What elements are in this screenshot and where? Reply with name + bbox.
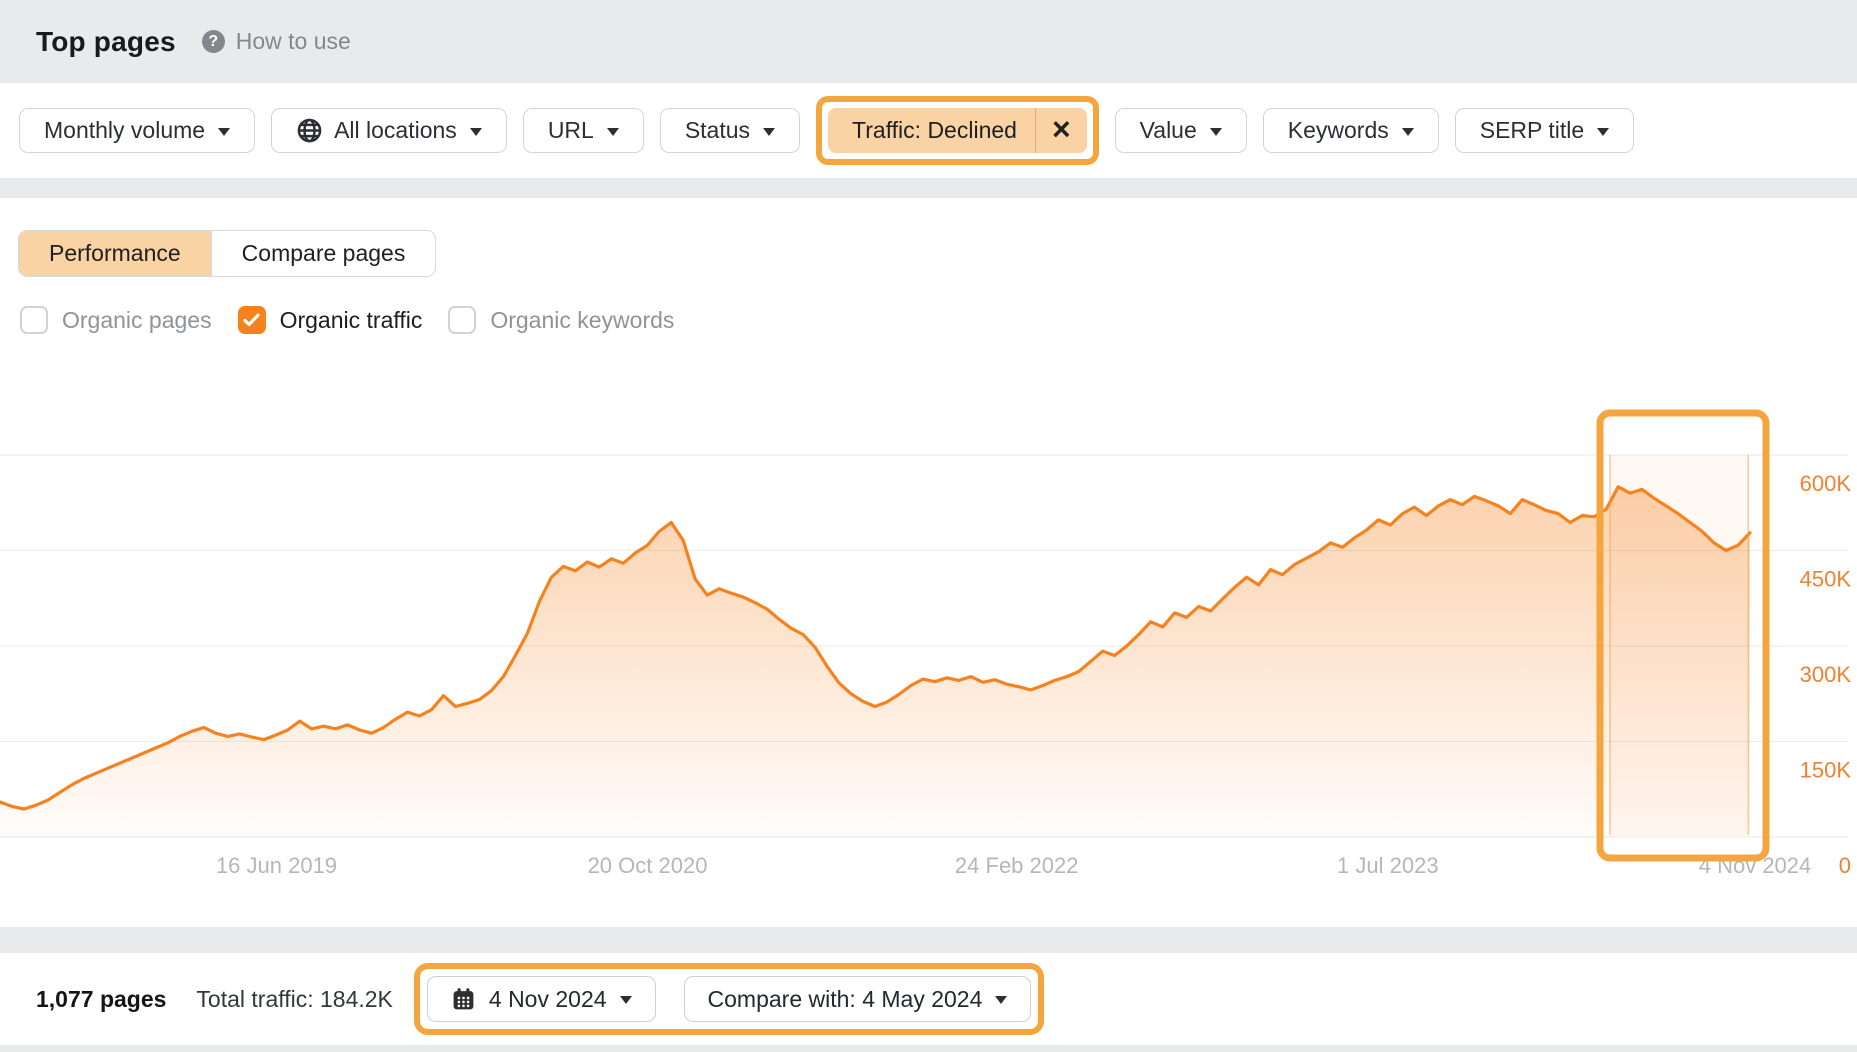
page-title: Top pages (36, 25, 176, 57)
filter-all-locations-label: All locations (334, 117, 457, 143)
filter-serp-title[interactable]: SERP title (1454, 108, 1635, 153)
svg-text:24 Feb 2022: 24 Feb 2022 (955, 853, 1079, 878)
checkbox-organic-pages-label: Organic pages (62, 306, 212, 333)
checkbox-organic-keywords[interactable]: Organic keywords (448, 306, 674, 334)
tab-compare-pages[interactable]: Compare pages (210, 231, 436, 276)
chevron-down-icon (1597, 127, 1610, 136)
how-to-use-link[interactable]: ? How to use (201, 28, 351, 55)
remove-filter-button[interactable]: × (1034, 108, 1087, 153)
filter-status[interactable]: Status (659, 108, 801, 153)
summary-footer: 1,077 pages Total traffic: 184.2K (0, 953, 1857, 1045)
chevron-down-icon (763, 127, 776, 136)
highlight-box-chart (1596, 409, 1770, 862)
svg-text:16 Jun 2019: 16 Jun 2019 (216, 853, 337, 878)
view-tabs: Performance Compare pages (18, 230, 437, 277)
date-picker-button[interactable]: 4 Nov 2024 (426, 976, 656, 1022)
filter-value-label: Value (1139, 117, 1197, 143)
filter-bar: Monthly volume All locations URL Status … (0, 83, 1857, 178)
chevron-down-icon (218, 127, 231, 136)
chart-selected-range-edges (1609, 455, 1750, 835)
filter-url-label: URL (547, 117, 594, 143)
pages-count: 1,077 pages (36, 985, 167, 1012)
filter-status-label: Status (684, 117, 751, 143)
svg-text:450K: 450K (1800, 567, 1852, 592)
svg-text:600K: 600K (1800, 471, 1852, 496)
filter-keywords-label: Keywords (1287, 117, 1389, 143)
section-divider (0, 927, 1857, 953)
filter-monthly-volume-label: Monthly volume (44, 117, 206, 143)
help-icon: ? (201, 30, 225, 53)
svg-text:20 Oct 2020: 20 Oct 2020 (588, 853, 708, 878)
total-traffic: Total traffic: 184.2K (196, 985, 393, 1012)
section-divider (0, 178, 1857, 198)
chevron-down-icon (995, 996, 1008, 1004)
chevron-down-icon (469, 127, 482, 136)
chevron-down-icon (1209, 127, 1222, 136)
checkbox-organic-keywords-label: Organic keywords (490, 306, 675, 333)
checkbox-icon (20, 306, 48, 334)
globe-icon (296, 117, 323, 144)
page-header: Top pages ? How to use (0, 0, 1857, 83)
filter-traffic-declined[interactable]: Traffic: Declined × (828, 108, 1087, 153)
filter-keywords[interactable]: Keywords (1262, 108, 1439, 153)
chart-series-line (0, 485, 1752, 811)
close-icon: × (1051, 111, 1071, 147)
filter-serp-title-label: SERP title (1479, 117, 1585, 143)
filter-value[interactable]: Value (1114, 108, 1247, 153)
chevron-down-icon (606, 127, 619, 136)
checkbox-organic-traffic-label: Organic traffic (279, 306, 423, 333)
chevron-down-icon (619, 996, 632, 1004)
filter-traffic-declined-label: Traffic: Declined (852, 117, 1017, 143)
date-picker-label: 4 Nov 2024 (488, 985, 607, 1012)
svg-text:0: 0 (1839, 853, 1851, 878)
checkbox-organic-pages[interactable]: Organic pages (20, 306, 212, 334)
section-divider (0, 1045, 1857, 1052)
highlight-box-date-pickers: 4 Nov 2024 Compare with: 4 May 2024 (413, 963, 1045, 1035)
tab-performance[interactable]: Performance (19, 231, 211, 276)
chart-area-fill (0, 486, 1750, 837)
checkbox-organic-traffic[interactable]: Organic traffic (237, 306, 423, 334)
checkbox-checked-icon (237, 306, 266, 334)
compare-with-label: Compare with: 4 May 2024 (707, 985, 983, 1012)
filter-url[interactable]: URL (522, 108, 644, 153)
organic-traffic-chart: 600K 450K 300K 150K 0 16 Jun 2019 20 Oct 2020 2… (0, 409, 1852, 878)
svg-text:300K: 300K (1800, 662, 1852, 687)
svg-text:150K: 150K (1800, 758, 1852, 783)
filter-monthly-volume[interactable]: Monthly volume (19, 108, 256, 153)
highlight-box-traffic-filter: Traffic: Declined × (816, 96, 1099, 165)
compare-with-button[interactable]: Compare with: 4 May 2024 (683, 976, 1032, 1022)
filter-all-locations[interactable]: All locations (271, 108, 507, 153)
how-to-use-label: How to use (235, 28, 351, 54)
svg-text:1 Jul 2023: 1 Jul 2023 (1337, 853, 1439, 878)
checkbox-icon (448, 306, 477, 334)
calendar-icon (451, 987, 476, 1012)
chevron-down-icon (1401, 127, 1414, 136)
metric-toggles: Organic pages Organic traffic Organic ke… (20, 306, 674, 334)
